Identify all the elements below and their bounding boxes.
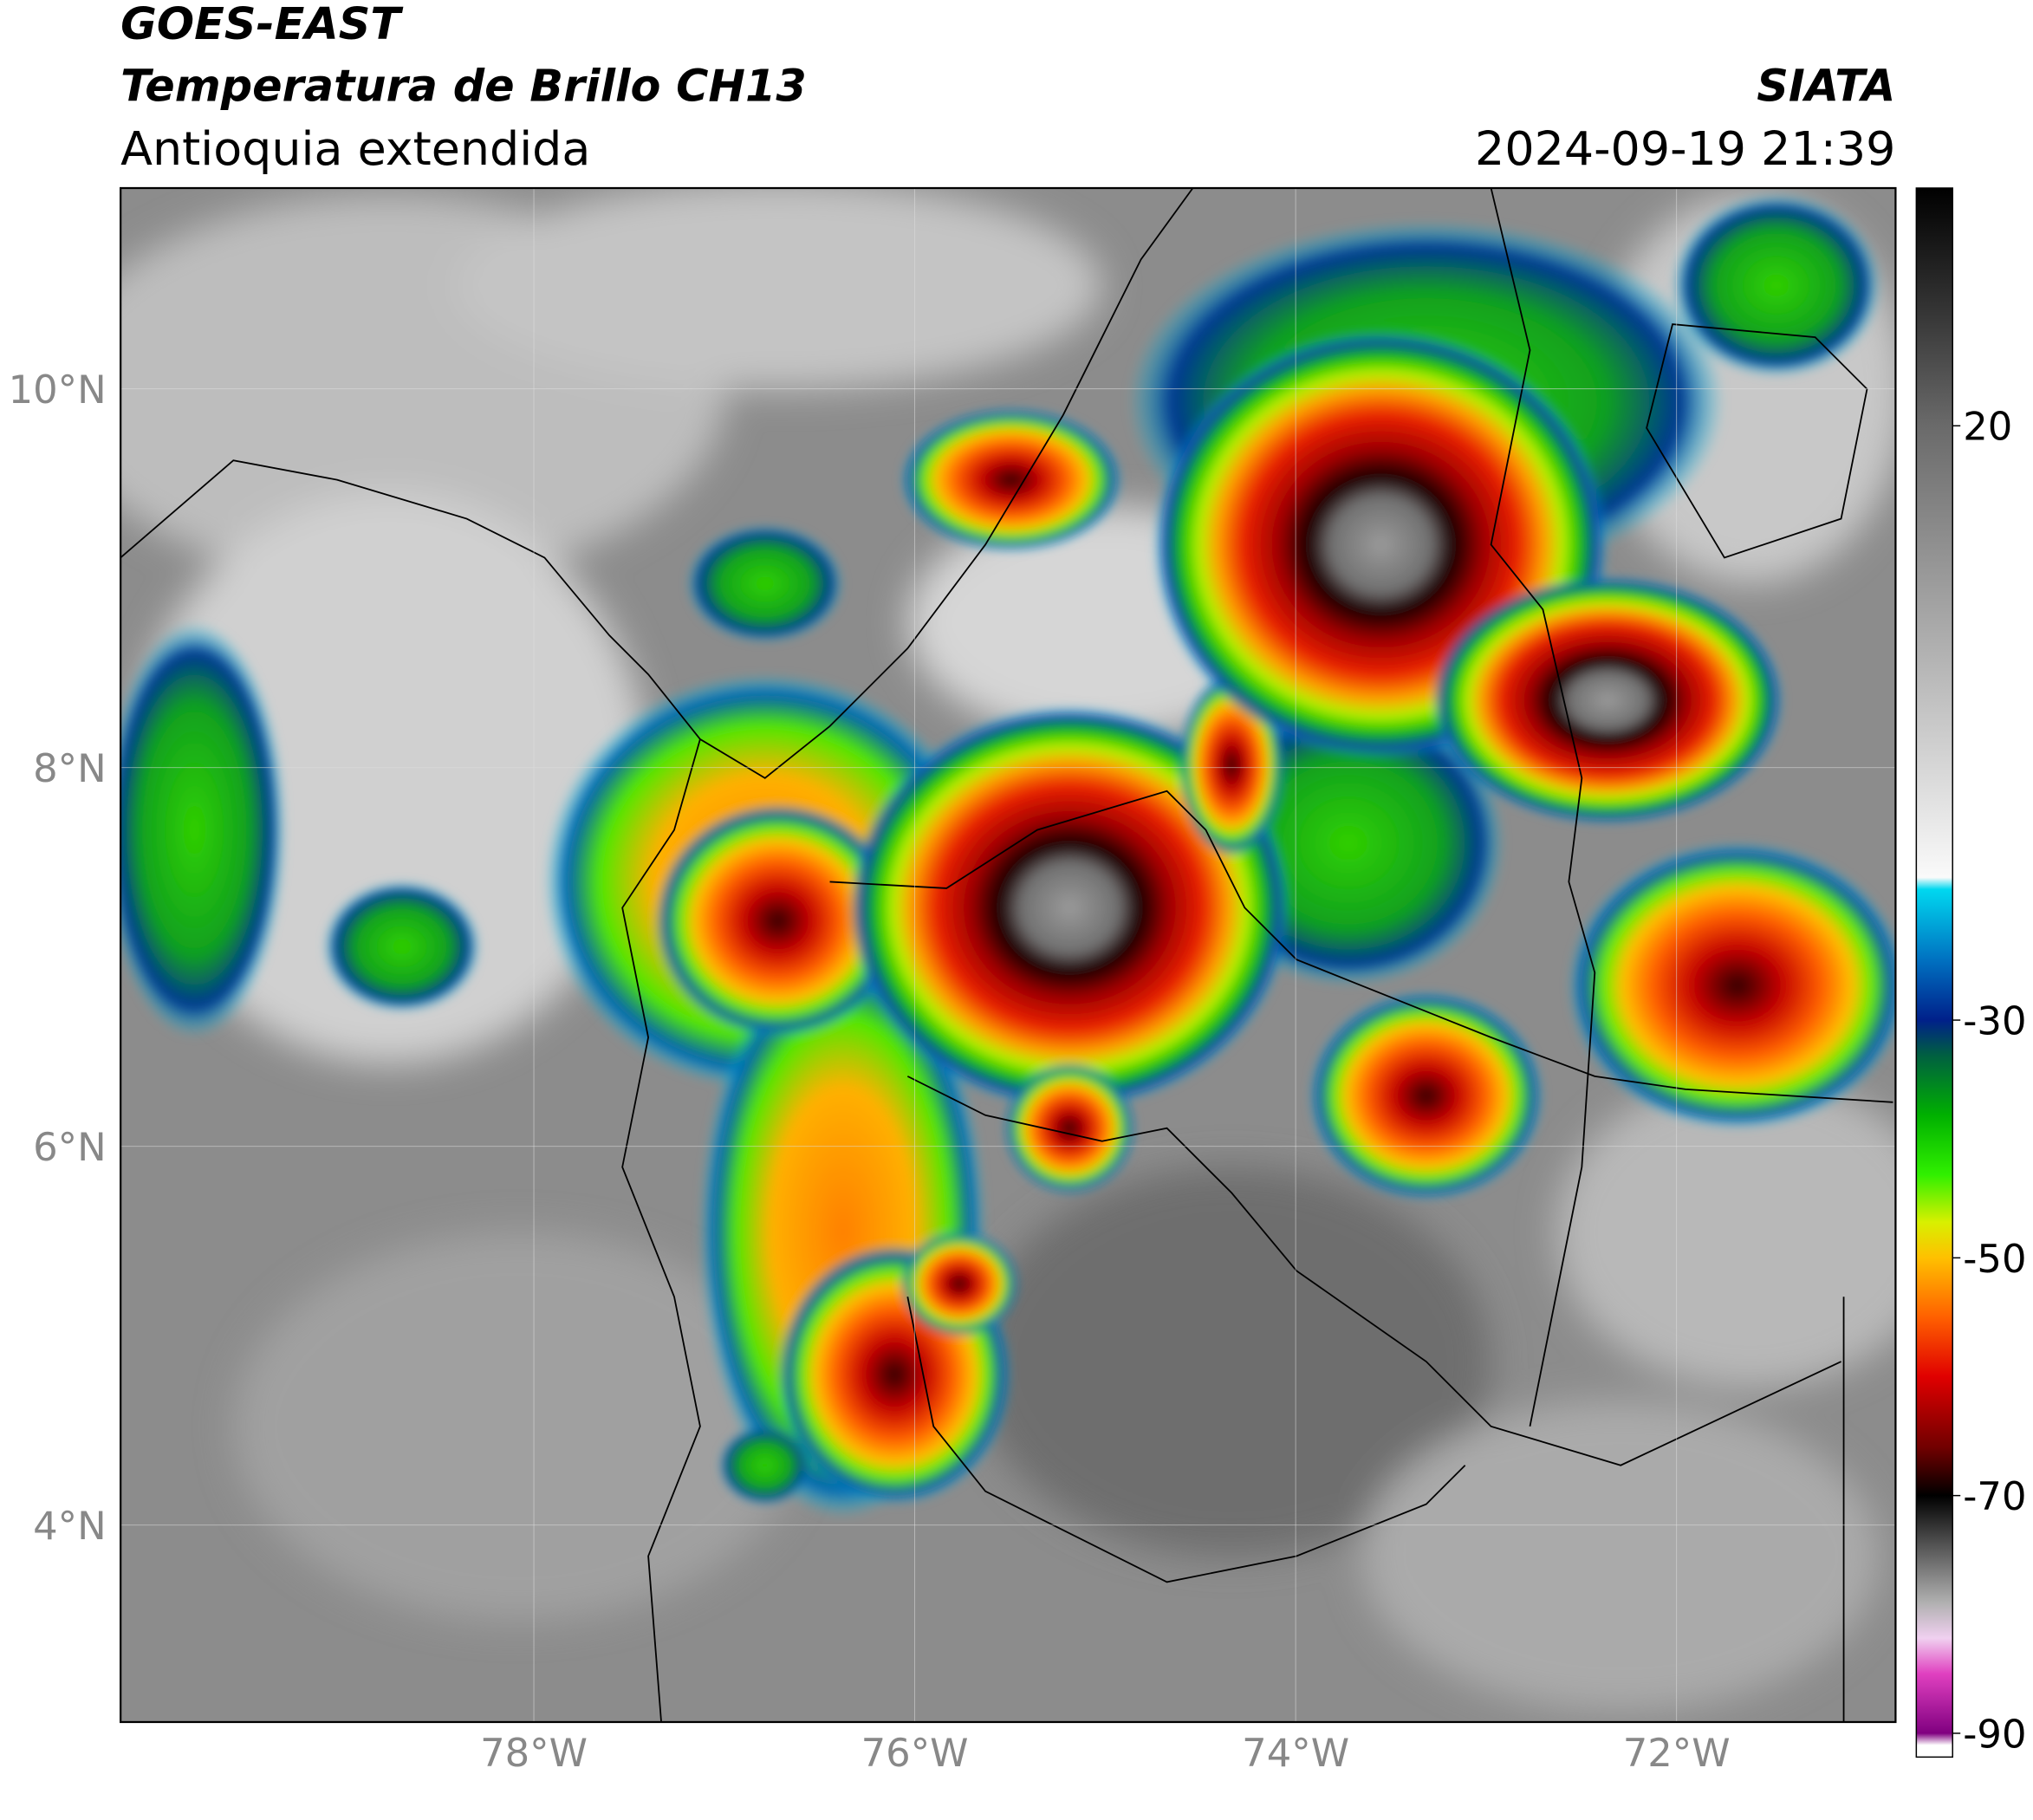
x-tick-label: 76°W <box>861 1730 969 1776</box>
colorbar-tick-label: -70 <box>1963 1473 2026 1519</box>
cloud-top <box>654 803 901 1037</box>
map-frame <box>120 186 1897 1724</box>
y-tick-label: 10°N <box>9 367 107 413</box>
source: SIATA <box>1757 61 1895 112</box>
cloud-top <box>900 408 1122 551</box>
satellite-map <box>120 188 1896 1722</box>
cloud <box>1556 1076 1896 1388</box>
cloud-top <box>686 525 843 642</box>
cloud-top <box>848 706 1290 1109</box>
graticule <box>120 188 1896 1722</box>
border <box>1490 188 1596 1427</box>
y-tick-label: 8°N <box>33 745 107 791</box>
y-tick-label: 4°N <box>33 1503 107 1549</box>
coastline <box>621 738 701 1722</box>
cloud <box>453 188 1102 389</box>
cloud-field <box>120 188 1896 1713</box>
x-tick-label: 72°W <box>1623 1730 1731 1776</box>
convection <box>120 194 1896 1518</box>
cloud-top <box>1432 576 1783 824</box>
cloud-top <box>900 1232 1018 1336</box>
cloud <box>1361 1400 1880 1713</box>
border <box>906 1297 1466 1583</box>
border <box>906 1076 1841 1466</box>
region: Antioquia extendida <box>120 121 590 176</box>
cloud-top <box>1309 991 1543 1200</box>
cloud-top <box>719 1426 811 1505</box>
title: GOES-EAST <box>120 0 404 49</box>
x-tick-label: 74°W <box>1242 1730 1349 1776</box>
colorbar-tick-label: -30 <box>1963 998 2026 1044</box>
datetime: 2024-09-19 21:39 <box>1475 121 1895 176</box>
colorbar-tick-label: -90 <box>1963 1711 2026 1757</box>
border <box>829 790 1893 1103</box>
colorbar <box>1915 187 1953 1758</box>
cloud-top <box>324 881 480 1012</box>
colorbar-axis: 20 -30 -50 -70 -90 <box>1952 404 2027 1757</box>
subtitle: Temperatura de Brillo CH13 <box>120 61 807 112</box>
colorbar-tick-label: 20 <box>1963 404 2012 450</box>
y-tick-label: 6°N <box>33 1124 107 1170</box>
map-axes: 78°W 76°W 74°W 72°W 10°N 8°N 6°N 4°N <box>9 367 1731 1776</box>
x-tick-label: 78°W <box>480 1730 588 1776</box>
cloud-top <box>120 622 286 1037</box>
borders <box>120 188 1893 1722</box>
cloud-top <box>1004 1063 1135 1193</box>
colorbar-tick-label: -50 <box>1963 1236 2026 1282</box>
coastline <box>1646 323 1868 559</box>
cloud-top <box>1673 194 1880 376</box>
cloud <box>972 1167 1491 1557</box>
cloud-top <box>1569 842 1896 1128</box>
